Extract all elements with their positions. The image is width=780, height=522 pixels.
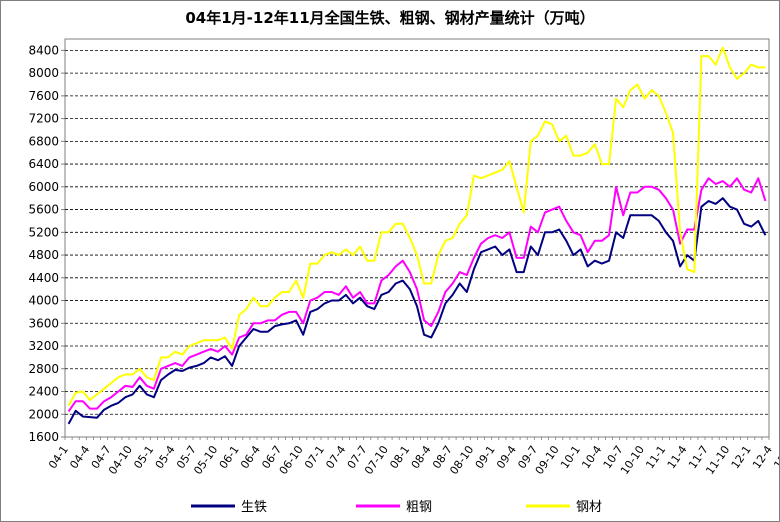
y-tick-label: 6000 bbox=[28, 180, 59, 194]
y-tick-label: 7600 bbox=[28, 89, 59, 103]
y-tick-label: 4000 bbox=[28, 294, 59, 308]
x-tick-label: 06-1 bbox=[217, 443, 242, 471]
y-tick-label: 1600 bbox=[28, 430, 59, 444]
x-tick-label: 04-10 bbox=[106, 443, 135, 477]
x-tick-label: 04-4 bbox=[67, 443, 92, 471]
x-tick-label: 09-1 bbox=[473, 443, 498, 471]
x-tick-label: 04-1 bbox=[46, 443, 71, 471]
series-line-2 bbox=[67, 177, 767, 412]
x-tick-label: 08-1 bbox=[387, 443, 412, 471]
y-tick-label: 8000 bbox=[28, 66, 59, 80]
x-tick-label: 08-4 bbox=[409, 443, 434, 471]
x-tick-label: 11-10 bbox=[703, 443, 732, 477]
x-tick-label: 07-1 bbox=[302, 443, 327, 471]
legend-label-3: 钢材 bbox=[576, 500, 602, 515]
x-tick-label: 11-4 bbox=[665, 443, 690, 471]
legend-label-1: 生铁 bbox=[241, 500, 267, 515]
y-tick-label: 6400 bbox=[28, 157, 59, 171]
x-tick-label: 06-4 bbox=[238, 443, 263, 471]
y-tick-label: 8400 bbox=[28, 43, 59, 57]
x-tick-label: 07-4 bbox=[323, 443, 348, 471]
y-tick-label: 4800 bbox=[28, 248, 59, 262]
x-tick-label: 09-4 bbox=[494, 443, 519, 471]
y-tick-label: 5200 bbox=[28, 225, 59, 239]
x-tick-label: 12-7 bbox=[771, 443, 779, 471]
x-tick-label: 12-1 bbox=[729, 443, 754, 471]
y-tick-label: 6800 bbox=[28, 134, 59, 148]
x-tick-label: 09-10 bbox=[533, 443, 562, 477]
series-line-3 bbox=[67, 46, 766, 407]
x-tick-label: 06-10 bbox=[277, 443, 306, 477]
x-tick-label: 10-4 bbox=[579, 443, 604, 471]
y-tick-label: 4400 bbox=[28, 271, 59, 285]
x-tick-label: 12-4 bbox=[750, 443, 775, 471]
x-tick-label: 10-10 bbox=[618, 443, 647, 477]
series-line-1 bbox=[67, 197, 767, 425]
y-tick-label: 5600 bbox=[28, 203, 59, 217]
x-tick-label: 05-10 bbox=[191, 443, 220, 477]
legend-label-2: 粗钢 bbox=[406, 500, 432, 515]
x-tick-label: 07-10 bbox=[362, 443, 391, 477]
x-tick-label: 08-10 bbox=[447, 443, 476, 477]
x-tick-label: 05-1 bbox=[131, 443, 156, 471]
plot-area bbox=[64, 38, 770, 438]
y-tick-label: 7200 bbox=[28, 112, 59, 126]
x-tick-label: 10-1 bbox=[558, 443, 583, 471]
y-tick-label: 2800 bbox=[28, 362, 59, 376]
x-tick-label: 05-4 bbox=[153, 443, 178, 471]
y-tick-label: 3200 bbox=[28, 339, 59, 353]
y-tick-label: 2000 bbox=[28, 407, 59, 421]
x-tick-label: 11-1 bbox=[643, 443, 668, 471]
y-tick-label: 2400 bbox=[28, 385, 59, 399]
chart-title: 04年1月-12年11月全国生铁、粗钢、钢材产量统计（万吨） bbox=[185, 9, 595, 27]
y-tick-label: 3600 bbox=[28, 316, 59, 330]
